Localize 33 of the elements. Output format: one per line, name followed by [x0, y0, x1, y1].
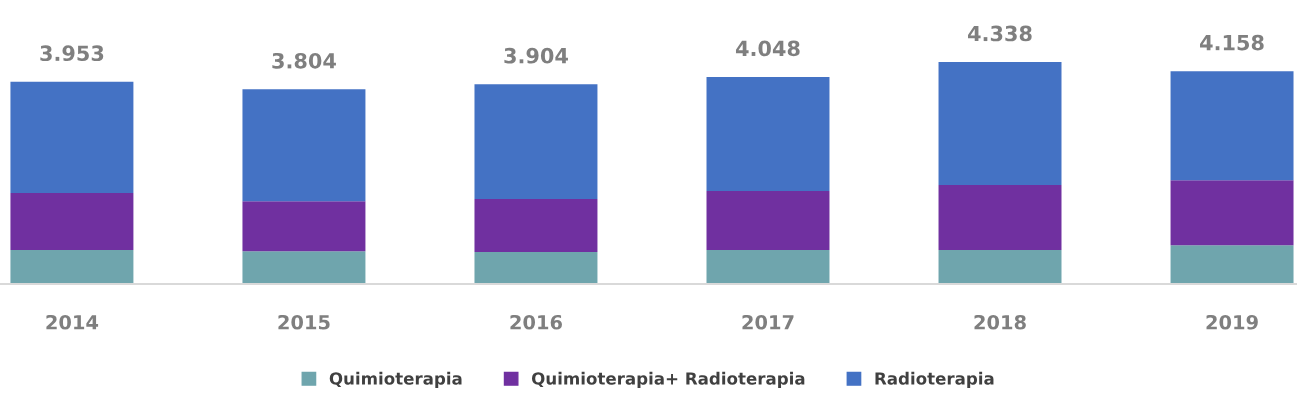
bar [706, 250, 830, 284]
bar [938, 185, 1062, 251]
bar [1170, 71, 1294, 181]
annotation: 3.804 [272, 52, 336, 69]
bar [474, 252, 598, 284]
x-tick-label: 2019 [1206, 314, 1258, 330]
x-tick-label: 2017 [742, 314, 794, 330]
legend-label: Quimioterapia+ Radioterapia [531, 371, 805, 388]
annotation: 3.904 [504, 47, 568, 64]
bar [706, 191, 830, 251]
bar [938, 62, 1062, 186]
bar [938, 250, 1062, 284]
annotation: 4.158 [1200, 34, 1264, 51]
bar [242, 201, 366, 252]
bar [1170, 245, 1294, 284]
x-tick-label: 2014 [46, 314, 99, 330]
legend-label: Quimioterapia [329, 371, 462, 388]
bar [10, 250, 134, 284]
bar [242, 251, 366, 284]
annotation: 3.953 [40, 45, 104, 62]
bar [474, 199, 598, 253]
bar [706, 76, 830, 192]
bar [474, 84, 598, 199]
annotation: 4.338 [968, 25, 1032, 42]
legend-label: Radioterapia [875, 371, 994, 388]
x-tick-label: 2015 [278, 314, 330, 330]
x-tick-label: 2016 [510, 314, 562, 330]
bar [10, 193, 134, 251]
bar [1170, 180, 1294, 246]
bar [10, 81, 134, 194]
bar [242, 89, 366, 202]
x-tick-label: 2018 [974, 314, 1026, 330]
annotation: 4.048 [735, 40, 800, 57]
